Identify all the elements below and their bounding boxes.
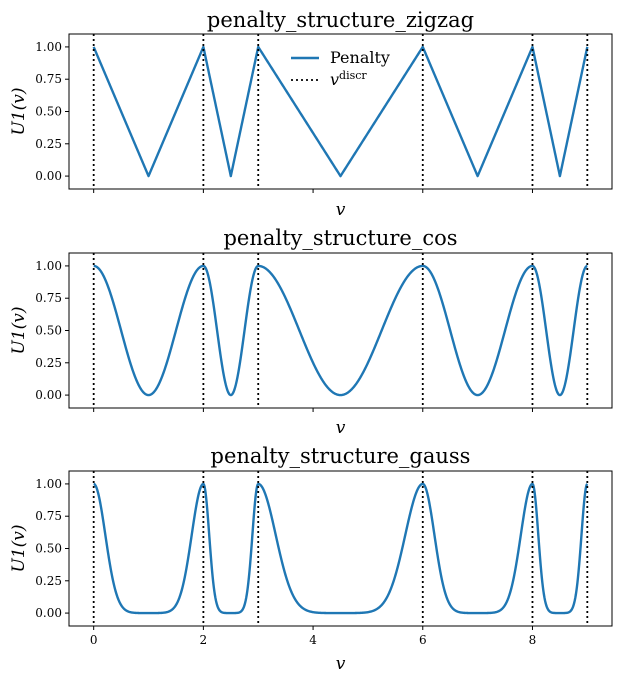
x-tick-label: 2 — [200, 633, 208, 647]
x-tick-label: 4 — [309, 633, 317, 647]
subplot-title: penalty_structure_gauss — [211, 444, 471, 468]
subplot-3: penalty_structure_gauss 0.00 0.25 0.50 0.75 1… — [9, 444, 613, 674]
y-tick-label: 0.25 — [35, 356, 62, 370]
subplot-2: penalty_structure_cos 0.00 0.25 0.50 0.75 1.0… — [9, 226, 613, 438]
y-tick-label: 0.00 — [35, 388, 62, 402]
axes-frame — [68, 33, 613, 190]
penalty-line — [93, 482, 589, 615]
subplot-title: penalty_structure_zigzag — [207, 8, 474, 32]
y-tick-label: 0.00 — [35, 169, 62, 183]
penalty-line — [92, 45, 589, 178]
x-axis-label: v — [336, 654, 346, 674]
x-tick-label: 6 — [419, 633, 427, 647]
y-tick-label: 0.50 — [35, 105, 62, 119]
y-tick-label: 0.25 — [35, 574, 62, 588]
y-tick-label: 1.00 — [35, 259, 62, 273]
legend: Penalty vdiscr — [291, 48, 390, 89]
legend-discr-label: vdiscr — [330, 69, 367, 90]
y-tick-label: 1.00 — [35, 477, 62, 491]
x-tick-label: 8 — [529, 633, 537, 647]
axes-frame — [68, 470, 613, 627]
y-axis-label: U1(v) — [9, 306, 29, 354]
y-tick-label: 0.75 — [35, 509, 62, 523]
axes-frame — [68, 252, 613, 409]
y-tick-label: 0.50 — [35, 324, 62, 338]
y-tick-label: 0.75 — [35, 72, 62, 86]
y-axis-label: U1(v) — [9, 87, 29, 135]
subplot-1: penalty_structure_zigzag 0.00 0.25 0.50 0.75… — [9, 8, 613, 220]
y-tick-label: 0.25 — [35, 137, 62, 151]
x-axis-label: v — [336, 418, 346, 438]
y-tick-label: 1.00 — [35, 40, 62, 54]
legend-penalty-label: Penalty — [330, 48, 390, 67]
y-tick-label: 0.00 — [35, 606, 62, 620]
penalty-line — [93, 264, 588, 397]
y-tick-label: 0.75 — [35, 291, 62, 305]
x-axis-label: v — [336, 200, 346, 220]
y-axis-label: U1(v) — [9, 524, 29, 572]
subplot-title: penalty_structure_cos — [223, 226, 457, 250]
y-tick-label: 0.50 — [35, 542, 62, 556]
x-tick-label: 0 — [90, 633, 98, 647]
